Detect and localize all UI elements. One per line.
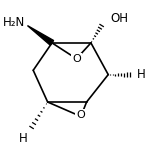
Polygon shape [27, 26, 54, 45]
Text: H: H [137, 68, 146, 81]
Text: O: O [72, 54, 81, 64]
Text: OH: OH [111, 12, 129, 25]
Text: H: H [19, 132, 27, 145]
Text: H₂N: H₂N [3, 16, 26, 29]
Text: O: O [76, 110, 85, 120]
